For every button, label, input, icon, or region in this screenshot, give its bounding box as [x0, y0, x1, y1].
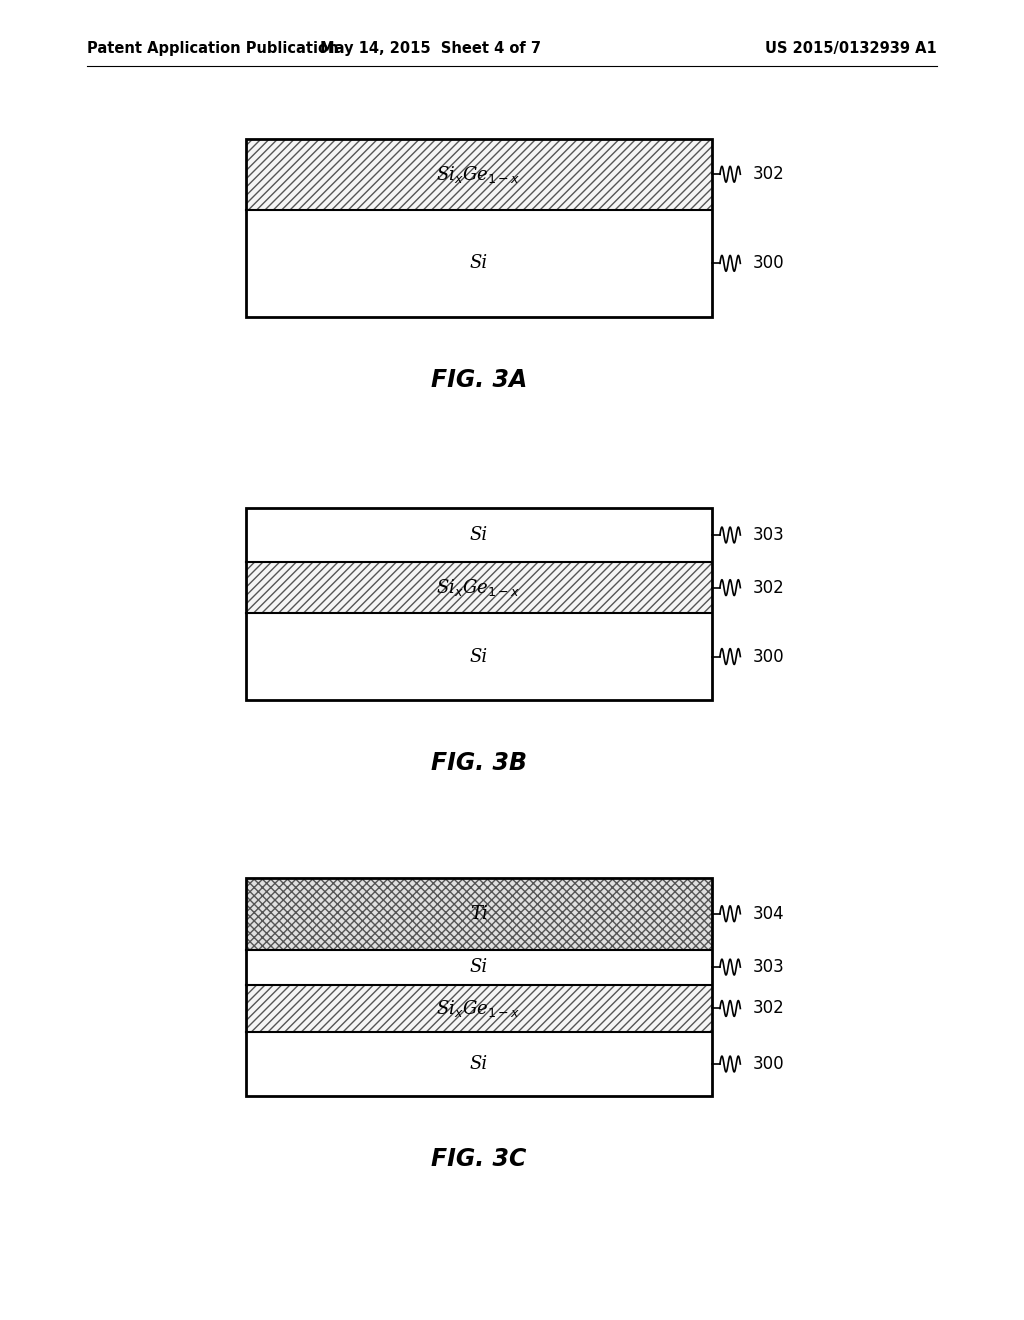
Text: Si$_x$Ge$_{1-x}$: Si$_x$Ge$_{1-x}$: [436, 998, 521, 1019]
Bar: [246, 562, 712, 614]
Text: FIG. 3A: FIG. 3A: [431, 368, 526, 392]
Text: 300: 300: [753, 1055, 784, 1073]
Text: 300: 300: [753, 648, 784, 665]
Bar: [246, 139, 712, 210]
Text: 300: 300: [753, 255, 784, 272]
Bar: [246, 139, 712, 317]
Text: Si: Si: [470, 525, 487, 544]
Bar: [246, 508, 712, 700]
Text: 302: 302: [753, 999, 784, 1018]
Text: FIG. 3C: FIG. 3C: [431, 1147, 526, 1171]
Bar: [246, 1032, 712, 1096]
Bar: [246, 878, 712, 949]
Bar: [246, 985, 712, 1032]
Bar: [246, 949, 712, 985]
Text: May 14, 2015  Sheet 4 of 7: May 14, 2015 Sheet 4 of 7: [319, 41, 541, 57]
Text: Si: Si: [470, 648, 487, 665]
Bar: [246, 508, 712, 562]
Text: Ti: Ti: [470, 904, 487, 923]
Bar: [246, 139, 712, 210]
Text: Si$_x$Ge$_{1-x}$: Si$_x$Ge$_{1-x}$: [436, 164, 521, 185]
Bar: [246, 210, 712, 317]
Text: 303: 303: [753, 958, 784, 975]
Text: Si: Si: [470, 1055, 487, 1073]
Text: Si: Si: [470, 255, 487, 272]
Bar: [246, 878, 712, 949]
Bar: [246, 878, 712, 1096]
Text: 304: 304: [753, 904, 784, 923]
Text: Patent Application Publication: Patent Application Publication: [87, 41, 339, 57]
Bar: [246, 562, 712, 614]
Text: Si$_x$Ge$_{1-x}$: Si$_x$Ge$_{1-x}$: [436, 577, 521, 598]
Text: Si: Si: [470, 958, 487, 975]
Text: US 2015/0132939 A1: US 2015/0132939 A1: [765, 41, 937, 57]
Bar: [246, 614, 712, 700]
Text: 303: 303: [753, 525, 784, 544]
Text: FIG. 3B: FIG. 3B: [431, 751, 526, 775]
Text: 302: 302: [753, 165, 784, 183]
Text: 302: 302: [753, 578, 784, 597]
Bar: [246, 985, 712, 1032]
